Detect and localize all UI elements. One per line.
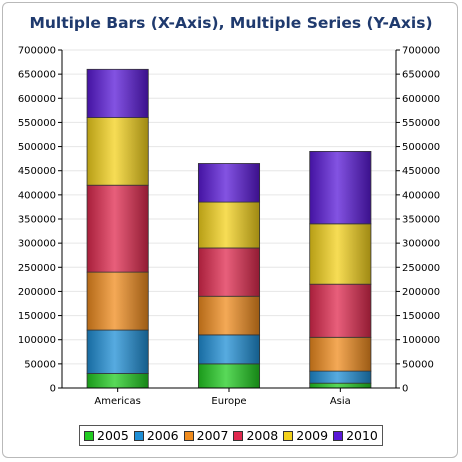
y-tick-label-right: 500000 [402,142,440,153]
y-tick-label-left: 400000 [18,190,56,201]
bar-europe-2007[interactable] [197,295,261,336]
bar-asia-2010[interactable] [309,150,372,225]
y-tick-label-right: 350000 [402,215,440,226]
y-tick-label-left: 200000 [18,287,56,298]
y-tick-label-left: 450000 [18,166,56,177]
bar-americas-2006[interactable] [86,329,149,374]
legend-item-2005[interactable]: 2005 [84,428,129,443]
legend-swatch [84,430,94,441]
y-tick-label-right: 650000 [402,70,440,81]
legend-item-2006[interactable]: 2006 [133,428,179,443]
y-tick-label-right: 100000 [402,335,440,346]
legend-label: 2009 [296,428,329,443]
y-tick-label-left: 50000 [24,359,56,370]
y-tick-label-right: 0 [402,384,408,395]
bar-americas-2005[interactable] [86,373,149,389]
legend-label: 2008 [246,428,279,443]
bar-europe-2010[interactable] [197,163,261,203]
y-tick-label-right: 150000 [402,311,440,322]
legend-swatch [133,430,144,441]
y-tick-label-right: 400000 [402,190,440,201]
y-tick-label-left: 150000 [18,311,56,322]
y-tick-label-right: 450000 [402,166,440,177]
bar-asia-2005[interactable] [309,382,372,389]
bar-asia-2008[interactable] [309,283,372,338]
y-tick-label-right: 300000 [402,239,440,250]
y-tick-label-left: 250000 [18,263,56,274]
legend-label: 2010 [346,428,378,443]
x-axis-categories: Americas Europe Asia [94,388,351,407]
bar-europe-2006[interactable] [197,334,261,365]
bars [86,68,372,389]
y-tick-label-left: 700000 [18,46,56,57]
y-tick-label-right: 600000 [402,94,440,105]
y-tick-label-left: 350000 [18,215,56,226]
y-tick-label-left: 550000 [18,118,56,129]
y-axis-right-ticks: 0 50000 100000 150000 200000 250000 300000 3500… [396,46,440,395]
x-category-label: Europe [211,396,246,407]
x-category-label: Americas [94,396,140,407]
legend-swatch [283,430,294,441]
y-tick-label-left: 600000 [18,94,56,105]
legend-label: 2005 [97,428,129,443]
y-tick-label-right: 250000 [402,263,440,274]
bar-americas-2007[interactable] [86,271,149,331]
legend-item-2007[interactable]: 2007 [183,428,229,443]
y-tick-label-right: 550000 [402,118,440,129]
legend-item-2008[interactable]: 2008 [233,428,278,443]
bar-asia-2006[interactable] [309,370,372,384]
bar-americas-2008[interactable] [86,184,149,273]
y-axis-left-ticks: 0 50000 100000 150000 200000 250000 300000 3500… [18,46,62,395]
x-category-label: Asia [330,396,351,407]
bar-asia-2009[interactable] [309,223,372,285]
bar-americas-2010[interactable] [86,68,149,118]
y-tick-label-right: 50000 [402,359,434,370]
legend: 2005 2006 2007 2008 2009 2010 [79,425,383,446]
legend-item-2010[interactable]: 2010 [333,428,378,443]
legend-item-2009[interactable]: 2009 [283,428,328,443]
bar-americas-2009[interactable] [86,117,149,186]
y-tick-label-left: 650000 [18,70,56,81]
chart-title: Multiple Bars (X-Axis), Multiple Series … [29,14,433,32]
legend-swatch [333,430,344,441]
bar-europe-2008[interactable] [197,247,261,297]
y-tick-label-right: 700000 [402,46,440,57]
y-tick-label-left: 0 [50,384,56,395]
legend-label: 2006 [146,428,179,443]
bar-europe-2009[interactable] [197,201,261,249]
bar-asia-2007[interactable] [309,336,372,372]
y-tick-label-left: 300000 [18,239,56,250]
legend-label: 2007 [196,428,229,443]
bar-europe-2005[interactable] [197,363,261,389]
legend-swatch [183,430,194,441]
y-tick-label-left: 500000 [18,142,56,153]
y-tick-label-left: 100000 [18,335,56,346]
legend-swatch [233,430,244,441]
y-tick-label-right: 200000 [402,287,440,298]
